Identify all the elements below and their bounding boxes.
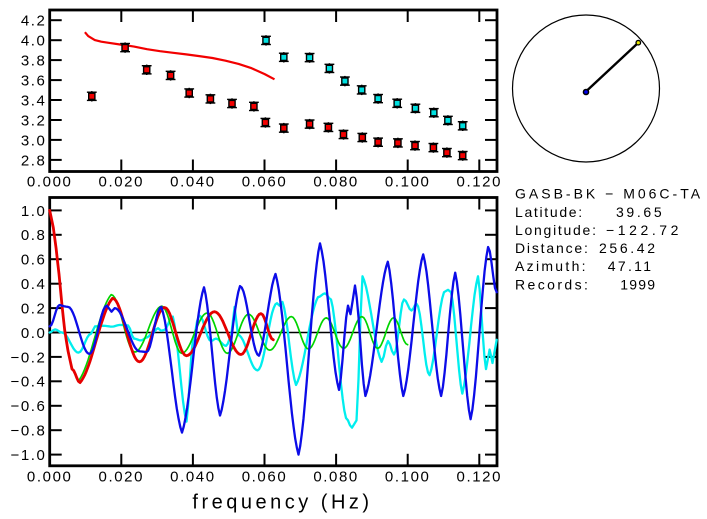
svg-text:0.0: 0.0 (21, 325, 47, 342)
svg-text:−0.6: −0.6 (10, 398, 46, 415)
svg-text:4.0: 4.0 (21, 33, 47, 50)
svg-text:256.42: 256.42 (599, 240, 658, 256)
svg-text:−1.0: −1.0 (10, 447, 46, 464)
svg-text:3.4: 3.4 (21, 92, 47, 109)
svg-text:0.4: 0.4 (21, 276, 47, 293)
svg-text:0.120: 0.120 (457, 469, 503, 486)
svg-text:0.000: 0.000 (27, 174, 73, 191)
svg-text:0.040: 0.040 (170, 469, 216, 486)
svg-text:0.000: 0.000 (27, 469, 73, 486)
svg-text:−0.8: −0.8 (10, 423, 46, 440)
svg-text:Records:: Records: (515, 276, 590, 292)
svg-text:Latitude:: Latitude: (515, 204, 584, 220)
svg-text:0.2: 0.2 (21, 301, 47, 318)
svg-text:frequency (Hz): frequency (Hz) (192, 492, 372, 514)
svg-text:0.040: 0.040 (170, 174, 216, 191)
svg-text:−0.4: −0.4 (10, 374, 46, 391)
svg-text:0.080: 0.080 (313, 174, 359, 191)
svg-text:GASB-BK − M06C-TA: GASB-BK − M06C-TA (515, 186, 703, 202)
svg-text:Distance:: Distance: (515, 240, 590, 256)
svg-text:4.2: 4.2 (21, 13, 47, 30)
svg-text:1.0: 1.0 (21, 203, 47, 220)
svg-text:0.020: 0.020 (99, 174, 145, 191)
svg-text:2.8: 2.8 (21, 152, 47, 169)
svg-text:3.0: 3.0 (21, 132, 47, 149)
svg-text:−0.2: −0.2 (10, 349, 46, 366)
svg-text:Longitude:: Longitude: (515, 222, 598, 238)
svg-text:47.11: 47.11 (608, 258, 654, 274)
svg-text:0.120: 0.120 (457, 174, 503, 191)
svg-text:0.100: 0.100 (385, 174, 431, 191)
svg-text:3.2: 3.2 (21, 112, 47, 129)
svg-text:0.060: 0.060 (242, 469, 288, 486)
svg-text:39.65: 39.65 (616, 204, 664, 220)
svg-text:1999: 1999 (620, 276, 656, 292)
svg-text:3.6: 3.6 (21, 73, 47, 90)
svg-text:0.080: 0.080 (313, 469, 359, 486)
svg-text:−122.72: −122.72 (606, 222, 682, 238)
svg-text:0.100: 0.100 (385, 469, 431, 486)
svg-text:3.8: 3.8 (21, 53, 47, 70)
svg-text:Azimuth:: Azimuth: (515, 258, 588, 274)
svg-text:0.8: 0.8 (21, 227, 47, 244)
svg-text:0.060: 0.060 (242, 174, 288, 191)
svg-text:0.020: 0.020 (99, 469, 145, 486)
svg-text:0.6: 0.6 (21, 252, 47, 269)
